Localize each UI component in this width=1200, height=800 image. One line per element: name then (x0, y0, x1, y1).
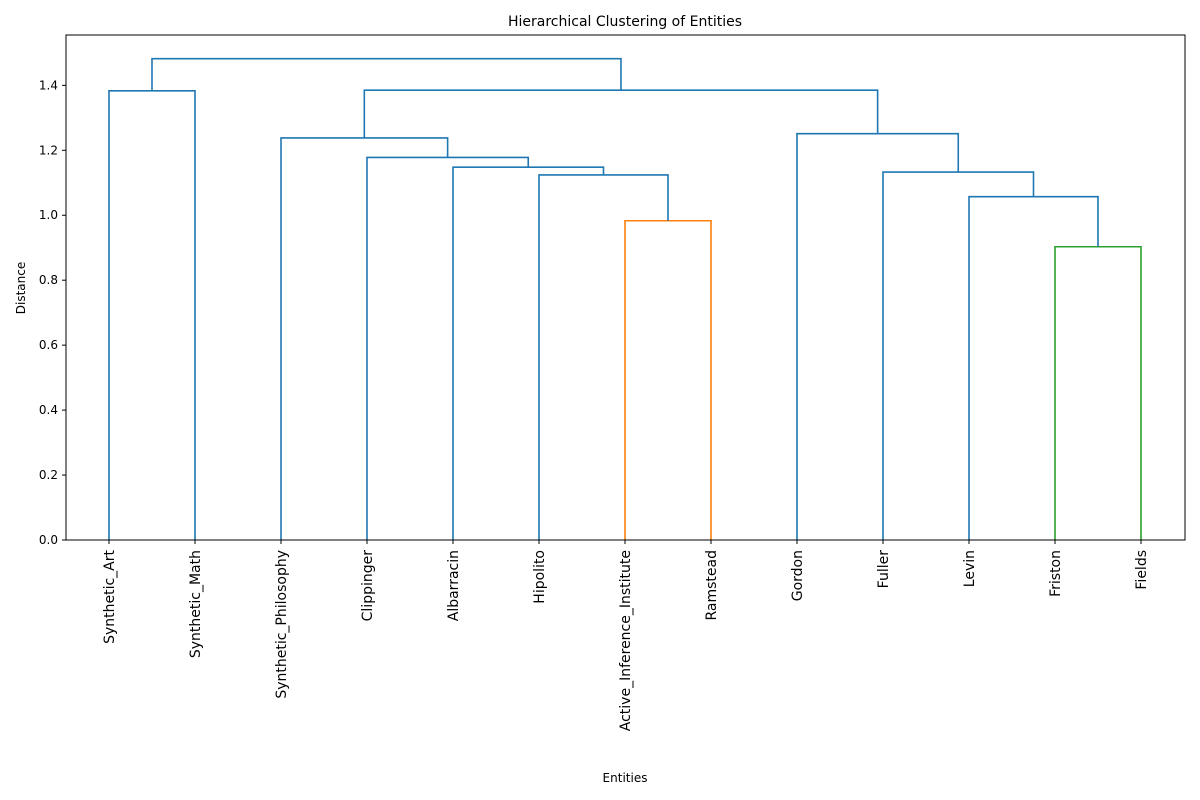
dendrogram-link-m9 (796, 132, 960, 540)
x-tick-label-6: Active_Inference_Institute (618, 550, 634, 731)
y-tick-label-7: 1.4 (39, 78, 58, 92)
y-tick-label-4: 0.8 (39, 273, 58, 287)
dendrogram-link-m8 (280, 137, 449, 540)
x-tick-label-9: Fuller (876, 550, 892, 589)
y-tick-label-2: 0.4 (39, 403, 58, 417)
dendrogram-link-m7 (366, 156, 530, 540)
dendrogram-link-m4 (538, 174, 669, 540)
x-tick-label-4: Albarracin (446, 550, 462, 621)
y-axis: 0.0 0.2 0.4 0.6 0.8 1.0 1.2 1.4 (39, 78, 66, 547)
chart-title: Hierarchical Clustering of Entities (508, 14, 742, 30)
dendrogram-link-m12 (151, 57, 622, 91)
dendrogram-link-m1 (1054, 245, 1142, 540)
dendrogram-link-m2 (624, 219, 712, 540)
y-tick-label-6: 1.2 (39, 143, 58, 157)
x-tick-label-2: Synthetic_Philosophy (274, 550, 290, 699)
y-tick-label-0: 0.0 (39, 533, 58, 547)
plot-frame (65, 34, 1186, 541)
x-tick-label-1: Synthetic_Math (188, 550, 204, 658)
y-tick-label-3: 0.6 (39, 338, 58, 352)
x-tick-label-3: Clippinger (360, 550, 376, 622)
dendrogram-link-m3 (968, 195, 1099, 540)
dendrogram-link-m11 (363, 89, 879, 138)
x-tick-label-5: Hipolito (532, 550, 548, 604)
y-tick-label-1: 0.2 (39, 468, 58, 482)
x-tick-label-10: Levin (962, 550, 978, 587)
x-tick-label-11: Friston (1048, 550, 1064, 597)
dendrogram-links (108, 57, 1142, 540)
x-axis: Synthetic_Art Synthetic_Math Synthetic_Phi… (102, 540, 1150, 731)
x-tick-label-8: Gordon (790, 550, 806, 601)
x-tick-label-7: Ramstead (704, 550, 720, 621)
dendrogram-link-m6 (452, 166, 605, 540)
x-tick-label-0: Synthetic_Art (102, 549, 118, 643)
dendrogram-link-m5 (882, 171, 1035, 540)
dendrogram-link-m10 (108, 90, 196, 540)
y-axis-label: Distance (14, 262, 28, 314)
y-tick-label-5: 1.0 (39, 208, 58, 222)
x-axis-label: Entities (603, 771, 648, 785)
x-tick-label-12: Fields (1134, 550, 1150, 590)
